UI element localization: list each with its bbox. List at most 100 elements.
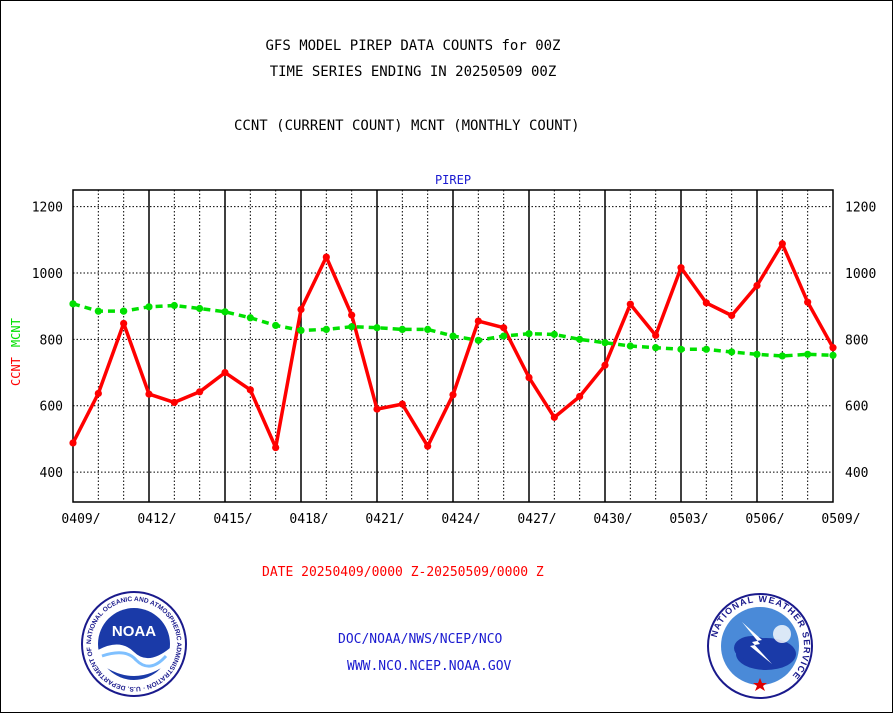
ccnt-point xyxy=(500,324,508,332)
website-credit: WWW.NCO.NCEP.NOAA.GOV xyxy=(347,659,512,674)
ccnt-point xyxy=(348,311,356,319)
mcnt-point xyxy=(297,326,305,334)
mcnt-point xyxy=(322,325,330,334)
ccnt-point xyxy=(702,299,710,307)
x-tick-label: 0424/ xyxy=(441,512,480,527)
agency-credit: DOC/NOAA/NWS/NCEP/NCO xyxy=(338,632,503,647)
y-tick-label-right: 600 xyxy=(845,400,868,415)
ccnt-point xyxy=(778,240,786,248)
x-tick-label: 0503/ xyxy=(669,512,708,527)
mcnt-point xyxy=(677,345,685,353)
ccnt-point xyxy=(474,317,482,325)
mcnt-point xyxy=(221,308,229,316)
mcnt-point xyxy=(474,336,482,344)
mcnt-point xyxy=(804,350,812,358)
nws-logo-icon: NATIONAL WEATHER SERVICE xyxy=(707,593,813,699)
mcnt-point xyxy=(246,314,254,322)
ccnt-point xyxy=(829,344,837,352)
time-series-chart: 400 400 600 600 800 800 1000 1000 1200 1200 0409/0… xyxy=(9,173,876,527)
ccnt-point xyxy=(576,392,584,401)
y-tick-label-left: 1000 xyxy=(32,267,63,282)
noaa-logo-icon: NOAA NATIONAL OCEANIC AND ATMOSPHERIC AD… xyxy=(80,590,187,697)
ccnt-point xyxy=(246,386,254,394)
mcnt-point xyxy=(145,303,153,311)
ccnt-point xyxy=(525,373,533,382)
x-tick-label: 0409/ xyxy=(61,512,100,527)
y-axis-label-ccnt: CCNT xyxy=(9,357,23,386)
ccnt-point xyxy=(550,413,558,421)
mcnt-point xyxy=(626,342,634,350)
ccnt-point xyxy=(677,264,685,272)
mcnt-point xyxy=(69,300,77,308)
mcnt-point xyxy=(196,304,204,313)
mcnt-point xyxy=(94,307,102,315)
x-tick-label: 0412/ xyxy=(137,512,176,527)
mcnt-point xyxy=(348,323,356,331)
ccnt-point xyxy=(601,361,609,369)
y-tick-label-left: 400 xyxy=(40,466,63,481)
ccnt-point xyxy=(221,368,229,377)
ccnt-point xyxy=(196,388,204,396)
ccnt-point xyxy=(322,253,330,261)
y-axis-label-mcnt: MCNT xyxy=(9,318,23,347)
ccnt-point xyxy=(69,439,77,447)
ccnt-point xyxy=(398,400,406,408)
y-tick-label-right: 1000 xyxy=(845,267,876,282)
chart-title-line-1: GFS MODEL PIREP DATA COUNTS for 00Z xyxy=(265,38,561,54)
panel-title: PIREP xyxy=(435,173,471,187)
ccnt-point xyxy=(449,391,457,399)
series-ccnt xyxy=(69,240,837,452)
mcnt-point xyxy=(525,330,533,338)
ccnt-point xyxy=(120,319,128,328)
mcnt-point xyxy=(829,351,837,359)
y-tick-label-left: 600 xyxy=(40,400,63,415)
mcnt-point xyxy=(778,352,786,360)
ccnt-point xyxy=(145,390,153,398)
y-axis-label: CCNT MCNT xyxy=(9,318,23,386)
ccnt-point xyxy=(804,298,812,306)
mcnt-point xyxy=(728,348,736,356)
ccnt-point xyxy=(94,389,102,398)
y-tick-label-right: 400 xyxy=(845,466,868,481)
y-tick-label-left: 1200 xyxy=(32,201,63,216)
mcnt-point xyxy=(373,324,381,332)
x-tick-label: 0427/ xyxy=(517,512,556,527)
ccnt-point xyxy=(753,281,761,290)
x-tick-label: 0430/ xyxy=(593,512,632,527)
ccnt-point xyxy=(170,398,178,407)
x-tick-label: 0415/ xyxy=(213,512,252,527)
mcnt-point xyxy=(120,307,128,315)
y-tick-label-right: 800 xyxy=(845,333,868,348)
mcnt-point xyxy=(272,321,280,330)
x-tick-label: 0506/ xyxy=(745,512,784,527)
chart-title-line-2: TIME SERIES ENDING IN 20250509 00Z xyxy=(269,64,557,80)
ccnt-point xyxy=(626,300,634,308)
series-description: CCNT (CURRENT COUNT) MCNT (MONTHLY COUNT… xyxy=(234,118,580,134)
mcnt-point xyxy=(702,345,710,353)
y-tick-label-left: 800 xyxy=(40,333,63,348)
ccnt-point xyxy=(272,443,280,452)
mcnt-point xyxy=(170,301,178,310)
mcnt-point xyxy=(398,325,406,334)
mcnt-point xyxy=(652,344,660,352)
noaa-logo-text: NOAA xyxy=(112,623,156,640)
ccnt-point xyxy=(424,442,432,450)
mcnt-point xyxy=(424,325,432,334)
date-range-label: DATE 20250409/0000 Z-20250509/0000 Z xyxy=(262,565,544,580)
mcnt-point xyxy=(500,332,508,340)
mcnt-point xyxy=(550,330,558,338)
ccnt-point xyxy=(373,405,381,413)
mcnt-point xyxy=(753,350,761,358)
x-tick-label: 0421/ xyxy=(365,512,404,527)
mcnt-point xyxy=(601,339,609,347)
ccnt-point xyxy=(652,331,660,339)
ccnt-point xyxy=(728,311,736,320)
x-tick-label: 0418/ xyxy=(289,512,328,527)
x-tick-label: 0509/ xyxy=(821,512,860,527)
mcnt-point xyxy=(449,332,457,340)
y-tick-label-right: 1200 xyxy=(845,201,876,216)
series-mcnt xyxy=(69,300,837,360)
ccnt-point xyxy=(297,305,305,314)
mcnt-point xyxy=(576,335,584,343)
